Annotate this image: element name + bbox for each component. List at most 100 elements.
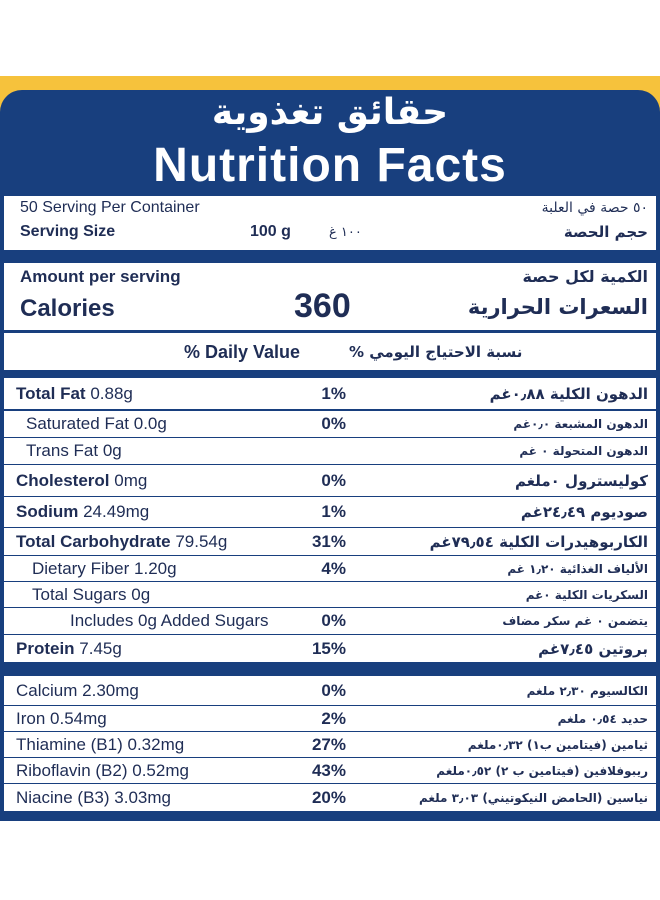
serving-section: 50 Serving Per Container Serving Size 10… bbox=[4, 196, 656, 250]
nutrient-daily-value: 4% bbox=[321, 558, 346, 578]
nutrient-amount: 79.54g bbox=[175, 531, 228, 551]
mineral-amount: 0.54mg bbox=[50, 708, 107, 728]
nutrient-label: Trans Fat bbox=[26, 441, 99, 460]
nutrient-name-arabic: الدهون المشبعة ٠٫٠غم bbox=[513, 417, 648, 431]
nutrient-row: Total Sugars 0g السكريات الكلية ٠غم bbox=[4, 582, 656, 607]
mineral-daily-value: 43% bbox=[311, 760, 346, 780]
mineral-name: Iron 0.54mg bbox=[16, 709, 107, 729]
nutrient-label: Cholesterol bbox=[16, 470, 110, 490]
mineral-amount: 0.32mg bbox=[127, 734, 185, 754]
mineral-row: Thiamine (B1) 0.32mg 27% ثيامين (فيتامين ب… bbox=[4, 732, 656, 757]
title-arabic: حقائق تغذوية bbox=[211, 92, 449, 133]
mineral-row: Calcium 2.30mg 0% الكالسيوم ٢٫٣٠ ملغم bbox=[4, 676, 656, 705]
nutrient-amount: 0.88g bbox=[90, 383, 133, 403]
nutrient-amount: 0g bbox=[102, 441, 122, 460]
serving-size-value: 100 g bbox=[250, 223, 291, 240]
nutrient-label: Total Fat bbox=[16, 383, 86, 403]
mineral-amount: 3.03mg bbox=[114, 787, 171, 807]
nutrient-name-arabic: كوليسترول ٠ملغم bbox=[515, 471, 648, 490]
nutrient-row: Cholesterol 0mg 0% كوليسترول ٠ملغم bbox=[4, 465, 656, 496]
amount-per-serving-arabic: الكمية لكل حصة bbox=[522, 267, 649, 286]
servings-per-container-arabic: ٥٠ حصة في العلبة bbox=[541, 200, 648, 216]
nutrient-amount: 0g bbox=[131, 584, 151, 604]
nutrient-daily-value: 1% bbox=[321, 502, 346, 521]
mineral-daily-value: 2% bbox=[321, 708, 346, 728]
nutrient-label: Saturated Fat bbox=[26, 414, 130, 433]
nutrient-label: Total Carbohydrate bbox=[16, 531, 171, 551]
nutrient-daily-value: 0% bbox=[321, 611, 346, 630]
mineral-name: Calcium 2.30mg bbox=[16, 681, 139, 701]
serving-size-label: Serving Size bbox=[20, 223, 116, 240]
nutrient-daily-value: 31% bbox=[311, 531, 346, 551]
amount-per-serving: Amount per serving bbox=[20, 267, 181, 286]
mineral-label: Riboflavin (B2) bbox=[16, 760, 128, 780]
nutrient-name: Total Sugars 0g bbox=[32, 585, 150, 605]
mineral-row: Iron 0.54mg 2% حديد ٠٫٥٤ ملغم bbox=[4, 706, 656, 731]
daily-value-header: % Daily Value نسبة الاحتياج اليومي % bbox=[4, 333, 656, 370]
nutrient-amount: 0mg bbox=[114, 470, 148, 490]
nutrient-name-arabic: الدهون المتحولة ٠ غم bbox=[519, 444, 648, 458]
mineral-name-arabic: نياسين (الحامض النيكوتيني) ٣٫٠٣ ملغم bbox=[418, 790, 648, 805]
nutrient-name-arabic: صوديوم ٢٤٫٤٩غم bbox=[520, 503, 648, 521]
nutrient-daily-value: 0% bbox=[321, 414, 346, 433]
nutrient-label: Includes 0g Added Sugars bbox=[70, 611, 269, 630]
mineral-daily-value: 20% bbox=[311, 787, 346, 807]
daily-value-label: % Daily Value bbox=[184, 342, 301, 362]
calories-value: 360 bbox=[294, 287, 351, 325]
nutrient-name: Total Carbohydrate 79.54g bbox=[16, 532, 227, 552]
calories-section: Amount per serving Calories 360 الكمية ل… bbox=[4, 263, 656, 330]
nutrient-name: Total Fat 0.88g bbox=[16, 384, 133, 404]
nutrient-amount: 1.20g bbox=[134, 558, 177, 578]
nutrient-name-arabic: السكريات الكلية ٠غم bbox=[525, 587, 648, 602]
mineral-name-arabic: حديد ٠٫٥٤ ملغم bbox=[557, 711, 648, 726]
nutrient-name: Trans Fat 0g bbox=[26, 441, 122, 461]
mineral-row: Niacine (B3) 3.03mg 20% نياسين (الحامض الن… bbox=[4, 784, 656, 811]
nutrient-row: Saturated Fat 0.0g 0% الدهون المشبعة ٠٫٠غم bbox=[4, 411, 656, 437]
nutrient-name-arabic: الدهون الكلية ٠٫٨٨غم bbox=[489, 384, 648, 403]
nutrient-amount: 7.45g bbox=[79, 638, 122, 658]
nutrient-daily-value: 0% bbox=[321, 470, 346, 490]
nutrient-name-arabic: بروتين ٧٫٤٥غم bbox=[538, 639, 648, 658]
mineral-name: Riboflavin (B2) 0.52mg bbox=[16, 761, 189, 781]
nutrient-row: Includes 0g Added Sugars 0% يتضمن ٠ غم سكر… bbox=[4, 608, 656, 634]
nutrient-row: Trans Fat 0g الدهون المتحولة ٠ غم bbox=[4, 438, 656, 464]
title-english: Nutrition Facts bbox=[153, 139, 507, 192]
nutrient-name: Includes 0g Added Sugars bbox=[70, 611, 268, 631]
mineral-name: Thiamine (B1) 0.32mg bbox=[16, 735, 184, 755]
calories-label-arabic: السعرات الحرارية bbox=[467, 295, 648, 319]
nutrient-label: Dietary Fiber bbox=[32, 558, 130, 578]
serving-size-label-arabic: حجم الحصة bbox=[563, 223, 648, 241]
mineral-label: Iron bbox=[16, 708, 46, 728]
nutrient-amount: 24.49mg bbox=[83, 502, 150, 521]
mineral-label: Calcium bbox=[16, 680, 78, 700]
mineral-name-arabic: ثيامين (فيتامين ب١) ٠٫٣٢ملغم bbox=[467, 737, 648, 752]
nutrient-label: Sodium bbox=[16, 502, 79, 521]
nutrient-name: Dietary Fiber 1.20g bbox=[32, 559, 177, 579]
nutrient-name-arabic: الألياف الغذائية ١٫٢٠ غم bbox=[507, 561, 648, 576]
nutrient-row: Dietary Fiber 1.20g 4% الألياف الغذائية ١٫… bbox=[4, 556, 656, 581]
mineral-label: Niacine (B3) bbox=[16, 787, 110, 807]
mineral-name: Niacine (B3) 3.03mg bbox=[16, 788, 171, 808]
servings-per-container: 50 Serving Per Container bbox=[20, 199, 200, 216]
nutrient-name-arabic: يتضمن ٠ غم سكر مضاف bbox=[502, 614, 648, 628]
mineral-row: Riboflavin (B2) 0.52mg 43% ريبوفلافين (فيت… bbox=[4, 758, 656, 783]
mineral-name-arabic: ريبوفلافين (فيتامين ب ٢) ٠٫٥٢ملغم bbox=[436, 763, 648, 778]
nutrient-row: Total Carbohydrate 79.54g 31% الكاربوهيدرا… bbox=[4, 528, 656, 555]
nutrient-name: Protein 7.45g bbox=[16, 639, 122, 659]
mineral-amount: 0.52mg bbox=[132, 760, 189, 780]
nutrient-row: Protein 7.45g 15% بروتين ٧٫٤٥غم bbox=[4, 635, 656, 662]
daily-value-label-arabic: نسبة الاحتياج اليومي % bbox=[349, 343, 523, 361]
mineral-name-arabic: الكالسيوم ٢٫٣٠ ملغم bbox=[526, 683, 648, 698]
serving-size-value-arabic: ١٠٠ غ bbox=[329, 225, 362, 240]
mineral-daily-value: 0% bbox=[321, 680, 346, 700]
nutrient-name: Cholesterol 0mg bbox=[16, 471, 147, 491]
nutrient-label: Total Sugars bbox=[32, 584, 127, 604]
mineral-amount: 2.30mg bbox=[82, 680, 139, 700]
nutrient-name-arabic: الكاربوهيدرات الكلية ٧٩٫٥٤غم bbox=[429, 532, 648, 551]
nutrient-label: Protein bbox=[16, 638, 75, 658]
nutrient-row: Sodium 24.49mg 1% صوديوم ٢٤٫٤٩غم bbox=[4, 497, 656, 527]
nutrient-daily-value: 1% bbox=[321, 383, 346, 403]
nutrient-name: Saturated Fat 0.0g bbox=[26, 414, 167, 434]
nutrient-daily-value: 15% bbox=[311, 638, 346, 658]
nutrient-amount: 0.0g bbox=[133, 414, 167, 433]
